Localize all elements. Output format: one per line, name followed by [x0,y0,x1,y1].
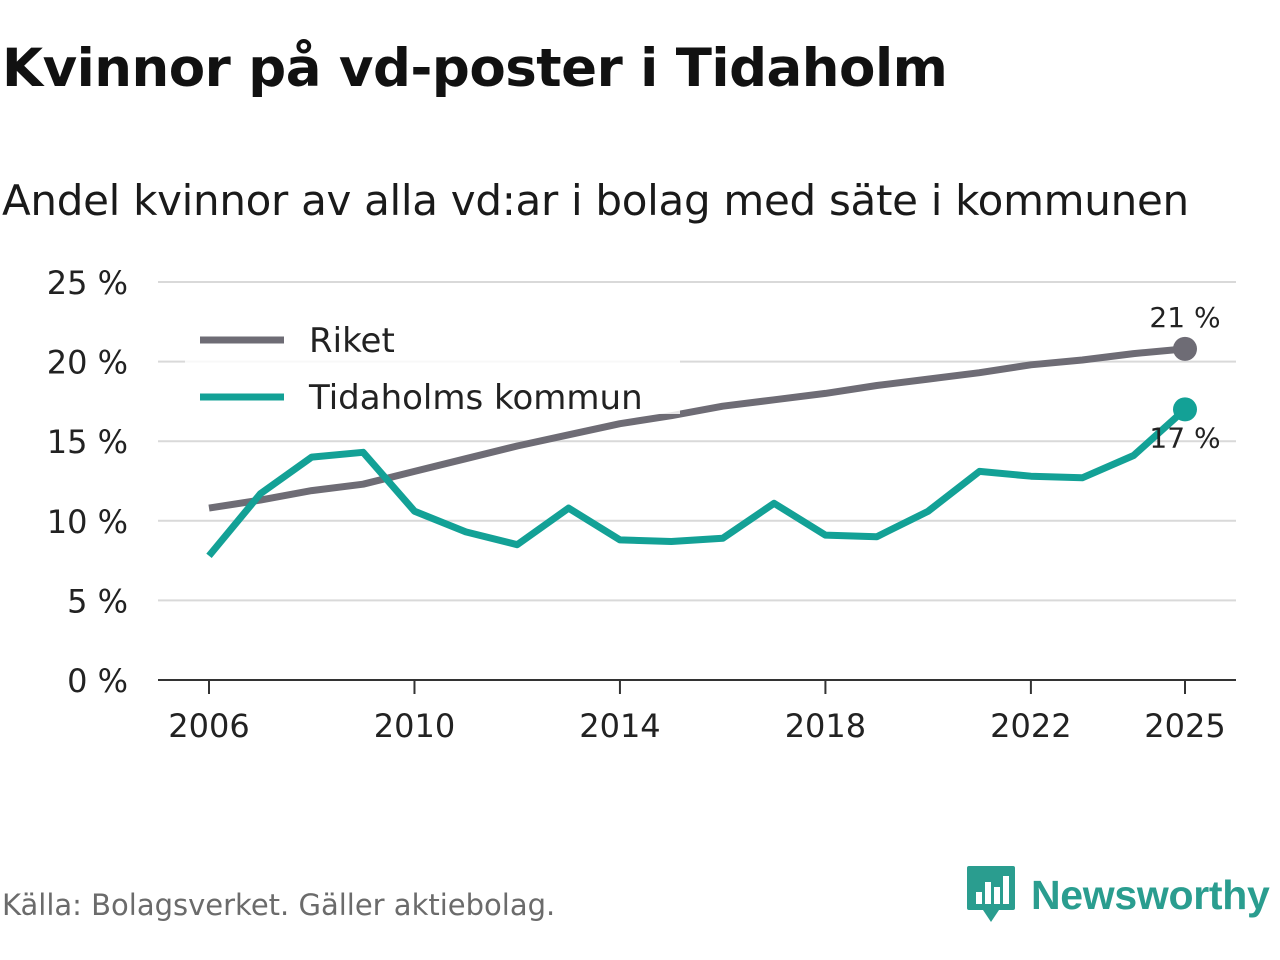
brand-name: Newsworthy [1031,871,1270,918]
x-tick-label: 2014 [579,707,660,745]
y-tick-label: 20 % [47,344,128,382]
end-label-tidaholm: 17 % [1149,421,1220,454]
end-points: 21 % 17 % [1149,301,1220,454]
x-tick-label: 2022 [990,707,1071,745]
y-tick-label: 0 % [67,662,128,700]
y-tick-label: 15 % [47,423,128,461]
newsworthy-logo-icon [967,866,1015,922]
y-tick-label: 10 % [47,503,128,541]
x-tick-label: 2010 [374,707,455,745]
end-label-riket: 21 % [1149,301,1220,334]
brand-logo: Newsworthy [965,864,1270,926]
legend-label-tidaholm: Tidaholms kommun [308,378,643,418]
source-note: Källa: Bolagsverket. Gäller aktiebolag. [2,888,556,922]
chart-title: Kvinnor på vd-poster i Tidaholm [2,38,948,99]
series-line-tidaholm [206,406,1188,559]
x-tick-label: 2006 [168,707,249,745]
x-tick-label: 2025 [1144,707,1225,745]
series-line-riket [208,345,1186,512]
end-point-riket [1173,336,1197,361]
y-axis-ticks: 0 % 5 % 10 % 15 % 20 % 25 % [47,264,128,700]
x-axis: 2006 2010 2014 2018 2022 2025 [158,679,1236,745]
legend: Riket Tidaholms kommun [185,318,680,418]
chart-subtitle: Andel kvinnor av alla vd:ar i bolag med … [2,176,1189,225]
legend-label-riket: Riket [309,321,395,361]
end-point-tidaholm [1173,397,1197,422]
y-tick-label: 5 % [67,582,128,620]
series-lines [206,345,1188,559]
y-tick-label: 25 % [47,264,128,302]
x-tick-label: 2018 [785,707,866,745]
